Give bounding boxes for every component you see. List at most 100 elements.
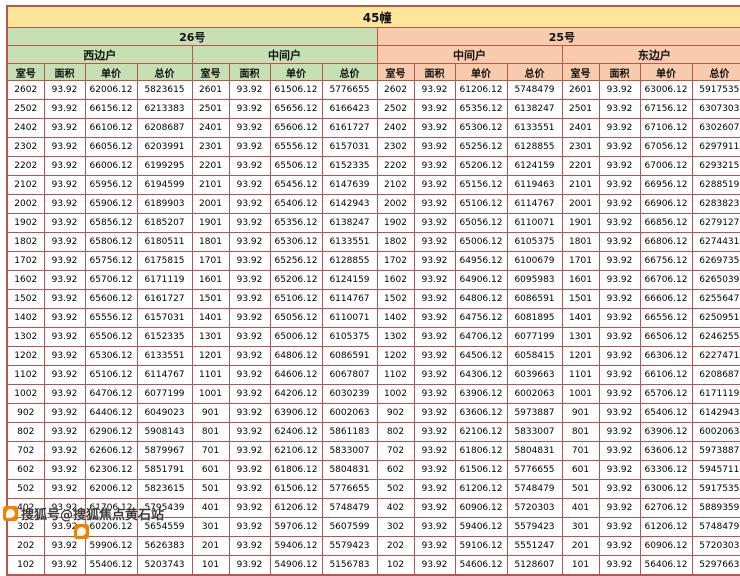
cell-total-price: 6119463 <box>506 175 563 195</box>
cell-area: 93.92 <box>43 232 86 252</box>
cell-total-price: 6227471 <box>691 346 740 366</box>
cell-area: 93.92 <box>43 118 86 138</box>
price-table: 45幢 26号 25号 西边户 中间户 中间户 东边户 室号 面积 单价 总价 室号 面积… <box>6 5 740 576</box>
cell-area: 93.92 <box>413 80 456 100</box>
cell-total-price: 6077199 <box>136 384 193 404</box>
cell-total-price: 6002063 <box>321 403 378 423</box>
column-header-area: 面积 <box>413 63 456 81</box>
cell-total-price: 5833007 <box>506 422 563 442</box>
table-row: 2602 93.92 62006.12 5823615 2601 93.92 61506.1… <box>6 80 740 100</box>
cell-room-number: 801 <box>561 422 600 442</box>
cell-room-number: 1402 <box>376 308 415 328</box>
cell-area: 93.92 <box>413 422 456 442</box>
cell-room-number: 702 <box>6 441 45 461</box>
cell-unit-price: 62106.12 <box>269 441 323 461</box>
cell-area: 93.92 <box>413 118 456 138</box>
cell-area: 93.92 <box>413 365 456 385</box>
cell-unit-price: 59906.12 <box>84 536 138 556</box>
cell-area: 93.92 <box>228 194 271 214</box>
column-header-total-price: 总价 <box>136 63 193 81</box>
cell-room-number: 1702 <box>6 251 45 271</box>
cell-room-number: 1502 <box>6 289 45 309</box>
cell-room-number: 1701 <box>191 251 230 271</box>
building-25-header: 25号 <box>376 27 740 46</box>
cell-total-price: 5823615 <box>136 479 193 499</box>
cell-total-price: 6255647 <box>691 289 740 309</box>
column-header-total-price: 总价 <box>691 63 740 81</box>
table-row: 2002 93.92 65906.12 6189903 2001 93.92 65406.1… <box>6 194 740 214</box>
table-row: 702 93.92 62606.12 5879967 701 93.92 62106.12 5… <box>6 441 740 461</box>
cell-area: 93.92 <box>598 460 641 480</box>
cell-total-price: 6246255 <box>691 327 740 347</box>
cell-unit-price: 65706.12 <box>639 384 693 404</box>
cell-area: 93.92 <box>413 137 456 157</box>
cell-area: 93.92 <box>598 327 641 347</box>
cell-room-number: 1201 <box>561 346 600 366</box>
cell-unit-price: 63606.12 <box>639 441 693 461</box>
cell-area: 93.92 <box>598 232 641 252</box>
cell-area: 93.92 <box>598 270 641 290</box>
table-row: 202 93.92 59906.12 5626383 201 93.92 59406.12 5… <box>6 536 740 556</box>
cell-area: 93.92 <box>598 517 641 537</box>
cell-total-price: 5851791 <box>136 460 193 480</box>
cell-room-number: 302 <box>6 517 45 537</box>
cell-room-number: 2001 <box>191 194 230 214</box>
cell-unit-price: 63906.12 <box>269 403 323 423</box>
cell-unit-price: 62306.12 <box>84 460 138 480</box>
cell-room-number: 2601 <box>561 80 600 100</box>
cell-room-number: 2602 <box>6 80 45 100</box>
cell-total-price: 6124159 <box>506 156 563 176</box>
table-row: 2302 93.92 66056.12 6203991 2301 93.92 65556.1… <box>6 137 740 157</box>
cell-unit-price: 66156.12 <box>84 99 138 119</box>
unit-26-west-header: 西边户 <box>6 45 193 64</box>
cell-total-price: 5748479 <box>506 479 563 499</box>
table-row: 102 93.92 55406.12 5203743 101 93.92 54906.12 5… <box>6 555 740 576</box>
cell-area: 93.92 <box>598 479 641 499</box>
table-row: 1402 93.92 65556.12 6157031 1401 93.92 65056.1… <box>6 308 740 328</box>
cell-room-number: 1901 <box>191 213 230 233</box>
table-row: 1302 93.92 65506.12 6152335 1301 93.92 65006.1… <box>6 327 740 347</box>
cell-room-number: 902 <box>376 403 415 423</box>
cell-room-number: 1601 <box>191 270 230 290</box>
cell-room-number: 1702 <box>376 251 415 271</box>
cell-area: 93.92 <box>228 384 271 404</box>
cell-room-number: 1001 <box>561 384 600 404</box>
table-row: 1802 93.92 65806.12 6180511 1801 93.92 65306.1… <box>6 232 740 252</box>
cell-unit-price: 61206.12 <box>269 498 323 518</box>
cell-total-price: 5861183 <box>321 422 378 442</box>
cell-room-number: 502 <box>376 479 415 499</box>
cell-total-price: 6208687 <box>691 365 740 385</box>
cell-unit-price: 65406.12 <box>269 194 323 214</box>
cell-room-number: 202 <box>6 536 45 556</box>
cell-unit-price: 64306.12 <box>454 365 508 385</box>
cell-area: 93.92 <box>228 346 271 366</box>
cell-room-number: 1001 <box>191 384 230 404</box>
cell-total-price: 6157031 <box>321 137 378 157</box>
cell-room-number: 1302 <box>376 327 415 347</box>
cell-unit-price: 64756.12 <box>454 308 508 328</box>
cell-unit-price: 66606.12 <box>639 289 693 309</box>
table-row: 302 93.92 60206.12 5654559 301 93.92 59706.12 5… <box>6 517 740 537</box>
cell-room-number: 601 <box>191 460 230 480</box>
cell-total-price: 5579423 <box>506 517 563 537</box>
cell-room-number: 1202 <box>6 346 45 366</box>
cell-area: 93.92 <box>43 346 86 366</box>
cell-unit-price: 65356.12 <box>269 213 323 233</box>
cell-area: 93.92 <box>43 365 86 385</box>
cell-room-number: 2502 <box>6 99 45 119</box>
table-row: 502 93.92 62006.12 5823615 501 93.92 61506.12 5… <box>6 479 740 499</box>
unit-header-row: 西边户 中间户 中间户 东边户 <box>6 45 740 64</box>
cell-unit-price: 64506.12 <box>454 346 508 366</box>
cell-unit-price: 65156.12 <box>454 175 508 195</box>
unit-26-middle-header: 中间户 <box>191 45 378 64</box>
cell-unit-price: 64706.12 <box>84 384 138 404</box>
cell-total-price: 5795439 <box>136 498 193 518</box>
column-header-row: 室号 面积 单价 总价 室号 面积 单价 总价 室号 面积 单价 总价 室号 面积 单价 总价 <box>6 63 740 81</box>
cell-unit-price: 65606.12 <box>269 118 323 138</box>
cell-room-number: 1902 <box>6 213 45 233</box>
cell-total-price: 6147639 <box>321 175 378 195</box>
cell-total-price: 6095983 <box>506 270 563 290</box>
cell-area: 93.92 <box>43 289 86 309</box>
cell-unit-price: 64206.12 <box>269 384 323 404</box>
cell-area: 93.92 <box>413 270 456 290</box>
